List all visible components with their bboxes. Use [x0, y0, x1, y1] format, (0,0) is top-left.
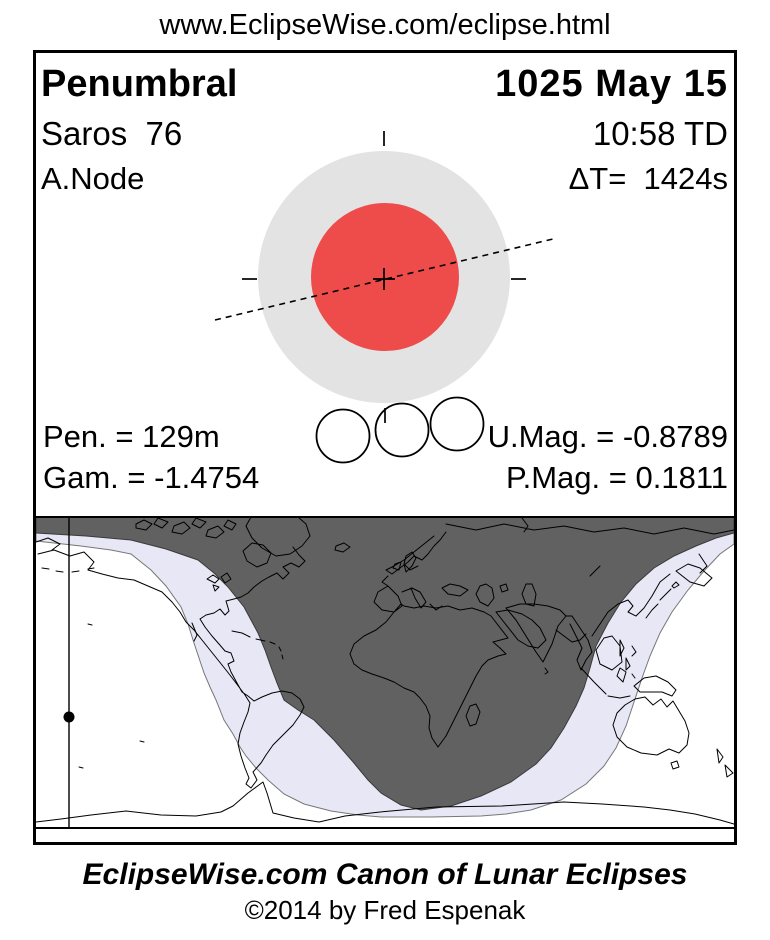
visibility-world-map — [36, 516, 734, 829]
coast-caspian-aral — [499, 565, 601, 607]
coast-arabia — [495, 609, 587, 649]
delta-t-value: ΔT= 1424s — [568, 161, 728, 196]
moon-position-circle-last-contact — [429, 396, 485, 452]
coast-baja-california — [191, 622, 198, 642]
visibility-dark-region — [36, 516, 734, 811]
moon-position-circle-first-contact — [315, 408, 371, 464]
coast-pacific-islands — [36, 537, 145, 769]
coast-americas — [37, 546, 306, 789]
coast-great-lakes — [206, 572, 232, 592]
coast-hudson-bay — [242, 542, 272, 568]
coastlines — [36, 516, 734, 825]
coast-scandinavia — [385, 531, 447, 575]
coast-madagascar — [465, 703, 481, 727]
coast-antarctica — [36, 781, 734, 825]
moon-position-circle-greatest — [374, 402, 430, 458]
coast-caribbean-islands — [231, 630, 284, 660]
umbra-shadow-circle — [311, 203, 459, 351]
canon-title: EclipseWise.com Canon of Lunar Eclipses — [82, 858, 688, 891]
coast-black-sea — [475, 583, 495, 607]
page-title: www.EclipseWise.com/eclipse.html — [159, 9, 611, 41]
eclipse-geometry-diagram — [214, 131, 558, 464]
ecliptic-dashed-line — [214, 237, 558, 321]
coast-india — [505, 603, 567, 675]
coast-indonesia — [580, 635, 636, 699]
coast-asia-north — [445, 517, 734, 535]
coast-arctic-islands — [135, 517, 237, 539]
shadow-center-crosshair — [373, 268, 395, 290]
coast-australia — [612, 696, 690, 770]
saros-number: Saros 76 — [41, 115, 183, 152]
coast-asia-east — [565, 553, 713, 671]
eclipse-date: 1025 May 15 — [495, 63, 728, 105]
figure-frame: Penumbral 1025 May 15 Saros 76 10:58 TD … — [33, 50, 737, 845]
coast-europe — [373, 575, 469, 613]
coast-iceland — [334, 542, 351, 553]
coast-new-guinea — [633, 675, 677, 697]
gamma-value: Gam. = -1.4754 — [43, 460, 260, 495]
coast-japan — [645, 581, 680, 619]
coast-greenland — [245, 516, 311, 557]
greatest-eclipse-time: 10:58 TD — [592, 115, 728, 152]
coast-africa — [349, 603, 509, 748]
copyright-line: ©2014 by Fred Espenak — [244, 895, 526, 925]
coast-new-zealand — [716, 748, 734, 778]
eclipse-type-label: Penumbral — [41, 63, 238, 105]
node-type: A.Node — [41, 161, 145, 196]
sublunar-point-marker — [63, 711, 75, 723]
penumbral-duration: Pen. = 129m — [43, 419, 220, 454]
umbral-magnitude: U.Mag. = -0.8789 — [487, 419, 728, 454]
penumbral-magnitude: P.Mag. = 0.1811 — [505, 460, 728, 495]
